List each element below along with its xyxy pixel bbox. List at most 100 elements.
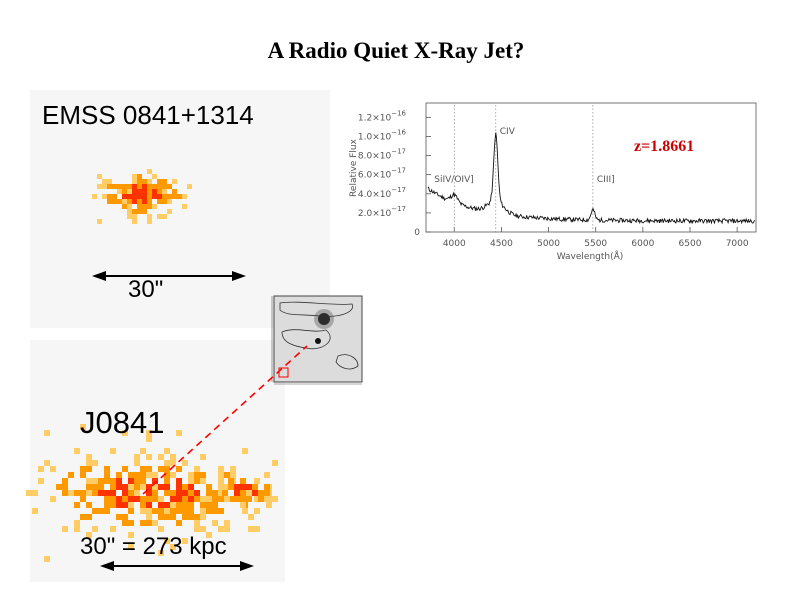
xray-pixel — [128, 478, 134, 484]
xray-pixel — [80, 424, 86, 430]
xray-pixel — [132, 219, 137, 224]
xray-pixel — [206, 508, 212, 514]
xray-pixel — [194, 514, 200, 520]
y-tick-label: 4.0×10−17 — [358, 186, 406, 200]
xray-pixel — [167, 194, 172, 199]
xray-pixel — [128, 484, 134, 490]
xray-pixel — [140, 496, 146, 502]
xray-pixel — [152, 174, 157, 179]
emission-line-label: CIII] — [597, 175, 615, 185]
xray-pixel — [182, 194, 187, 199]
xray-pixel — [86, 478, 92, 484]
xray-pixel — [142, 194, 147, 199]
x-tick-label: 5000 — [537, 239, 560, 249]
xray-pixel — [152, 194, 157, 199]
spectrum-y-axis-label: Relative Flux — [349, 138, 359, 197]
xray-pixel — [104, 478, 110, 484]
xray-pixel — [218, 466, 224, 472]
xray-pixel — [230, 472, 236, 478]
xray-pixel — [38, 478, 44, 484]
xray-pixel — [170, 514, 176, 520]
xray-pixel — [206, 496, 212, 502]
xray-pixel — [264, 490, 270, 496]
xray-pixel — [158, 454, 164, 460]
spectrum-x-ticks: 4000 4500 5000 5500 6000 6500 7000 — [443, 227, 749, 249]
xray-pixel — [206, 502, 212, 508]
xray-pixel — [164, 478, 170, 484]
xray-pixel — [152, 184, 157, 189]
xray-pixel — [86, 532, 92, 538]
xray-pixel — [92, 460, 98, 466]
redshift-label: z=1.8661 — [634, 138, 695, 155]
xray-pixel — [152, 472, 158, 478]
xray-pixel — [147, 214, 152, 219]
xray-pixel — [62, 484, 68, 490]
xray-pixel — [172, 179, 177, 184]
xray-pixel — [164, 466, 170, 472]
xray-pixel — [128, 496, 134, 502]
xray-pixel — [152, 490, 158, 496]
xray-pixel — [68, 490, 74, 496]
spectrum-line-markers: SiIV/OIV] CIV CIII] — [434, 105, 615, 232]
xray-pixel — [240, 490, 246, 496]
xray-pixel — [44, 556, 50, 562]
xray-pixel — [137, 204, 142, 209]
xray-pixel — [128, 544, 134, 550]
xray-pixel — [212, 490, 218, 496]
xray-pixel — [147, 169, 152, 174]
xray-pixel — [110, 502, 116, 508]
xray-pixel — [92, 508, 98, 514]
xray-pixel — [147, 219, 152, 224]
xray-pixel — [176, 478, 182, 484]
xray-pixel — [92, 526, 98, 532]
xray-pixel — [142, 189, 147, 194]
xray-pixel — [230, 496, 236, 502]
xray-pixel — [128, 520, 134, 526]
bottom-scale-arrow — [100, 561, 254, 571]
xray-pixel — [252, 484, 258, 490]
x-tick-label: 6000 — [631, 239, 654, 249]
xray-pixel — [92, 194, 97, 199]
xray-pixel — [164, 472, 170, 478]
xray-pixel — [206, 532, 212, 538]
xray-pixel — [80, 514, 86, 520]
xray-pixel — [74, 520, 80, 526]
xray-pixel — [146, 436, 152, 442]
xray-pixel — [110, 490, 116, 496]
xray-pixel — [44, 460, 50, 466]
xray-pixel — [158, 484, 164, 490]
xray-pixel — [182, 490, 188, 496]
xray-pixel — [170, 472, 176, 478]
xray-pixel — [176, 484, 182, 490]
xray-pixel — [140, 520, 146, 526]
x-tick-label: 4500 — [490, 239, 513, 249]
xray-pixel — [110, 496, 116, 502]
xray-pixel — [264, 472, 270, 478]
xray-pixel — [177, 194, 182, 199]
inset-marker-box — [278, 367, 289, 378]
xray-pixel — [240, 478, 246, 484]
xray-pixel — [146, 430, 152, 436]
xray-pixel — [127, 189, 132, 194]
xray-pixel — [200, 454, 206, 460]
xray-pixel — [266, 496, 272, 502]
xray-pixel — [218, 478, 224, 484]
y-tick-label: 0 — [414, 228, 420, 238]
xray-pixel — [172, 194, 177, 199]
xray-pixel — [104, 472, 110, 478]
xray-pixel — [107, 194, 112, 199]
xray-pixel — [97, 219, 102, 224]
xray-pixel — [246, 496, 252, 502]
xray-pixel — [162, 184, 167, 189]
inset-quasar — [315, 338, 321, 344]
xray-pixel — [182, 460, 188, 466]
xray-pixel — [86, 466, 92, 472]
xray-pixel — [248, 514, 254, 520]
xray-pixel — [152, 508, 158, 514]
xray-pixel — [146, 490, 152, 496]
xray-pixel — [116, 484, 122, 490]
xray-pixel — [122, 199, 127, 204]
xray-pixel — [164, 514, 170, 520]
